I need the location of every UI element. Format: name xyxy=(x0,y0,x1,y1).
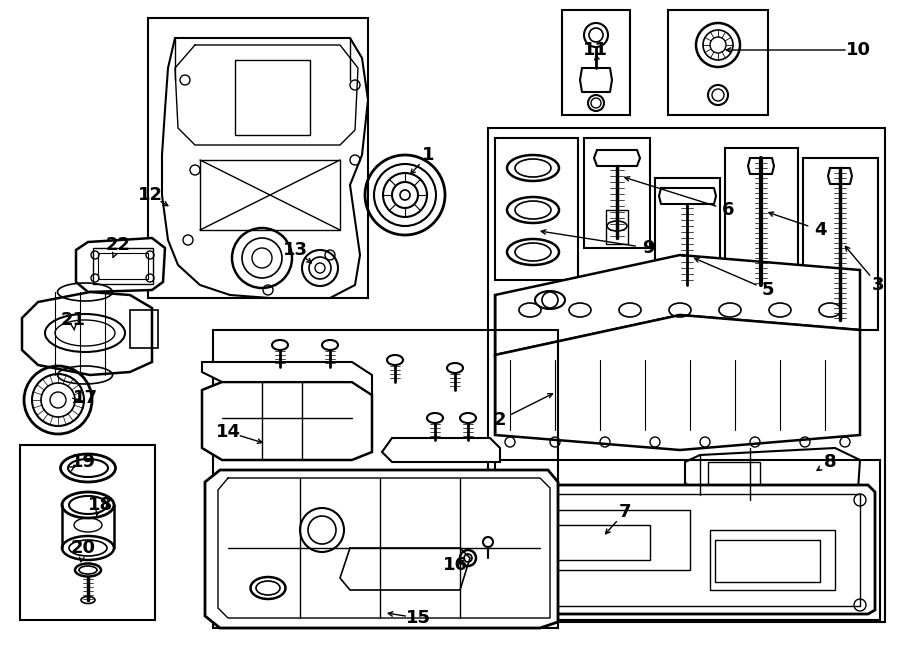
Text: 10: 10 xyxy=(845,41,870,59)
Text: 7: 7 xyxy=(619,503,631,521)
Bar xyxy=(98,253,148,279)
Text: 18: 18 xyxy=(87,496,112,514)
Text: 21: 21 xyxy=(60,311,86,329)
Text: 22: 22 xyxy=(105,236,130,254)
Polygon shape xyxy=(495,315,860,450)
Polygon shape xyxy=(162,38,368,298)
Text: 1: 1 xyxy=(422,146,434,164)
Bar xyxy=(130,310,158,348)
Polygon shape xyxy=(495,255,860,355)
Text: 8: 8 xyxy=(824,453,836,471)
Bar xyxy=(562,10,630,115)
Polygon shape xyxy=(22,292,152,375)
Text: 13: 13 xyxy=(283,241,308,259)
Bar xyxy=(668,10,768,115)
Bar xyxy=(725,148,798,295)
Bar xyxy=(710,530,835,590)
Text: 12: 12 xyxy=(138,186,163,204)
Text: 9: 9 xyxy=(642,239,654,257)
Bar xyxy=(655,178,720,295)
Text: 11: 11 xyxy=(582,41,608,59)
Bar xyxy=(516,494,860,606)
Bar xyxy=(708,462,760,488)
Polygon shape xyxy=(76,238,165,292)
Text: 3: 3 xyxy=(872,276,884,294)
Polygon shape xyxy=(500,485,875,614)
Bar xyxy=(93,248,153,284)
Text: 6: 6 xyxy=(722,201,734,219)
Text: 20: 20 xyxy=(70,539,95,557)
Bar xyxy=(20,445,155,620)
Text: 16: 16 xyxy=(443,556,467,574)
Bar xyxy=(540,510,690,570)
Bar xyxy=(803,158,878,330)
Text: 19: 19 xyxy=(70,453,95,471)
Polygon shape xyxy=(685,448,860,500)
Bar xyxy=(213,330,558,628)
Bar xyxy=(715,540,820,582)
Bar xyxy=(584,138,650,248)
Bar xyxy=(495,460,880,620)
Bar xyxy=(606,210,628,244)
Bar xyxy=(495,138,578,280)
Bar xyxy=(555,525,650,560)
Bar xyxy=(540,510,690,570)
Text: 15: 15 xyxy=(406,609,430,627)
Bar xyxy=(235,60,310,135)
Bar xyxy=(148,18,368,298)
Polygon shape xyxy=(205,470,558,628)
Polygon shape xyxy=(202,382,372,460)
Text: 14: 14 xyxy=(215,423,240,441)
Polygon shape xyxy=(202,362,372,395)
Text: 2: 2 xyxy=(494,411,506,429)
Text: 5: 5 xyxy=(761,281,774,299)
Text: 17: 17 xyxy=(73,389,97,407)
Polygon shape xyxy=(382,438,500,462)
Text: 4: 4 xyxy=(814,221,826,239)
Bar xyxy=(488,128,885,622)
